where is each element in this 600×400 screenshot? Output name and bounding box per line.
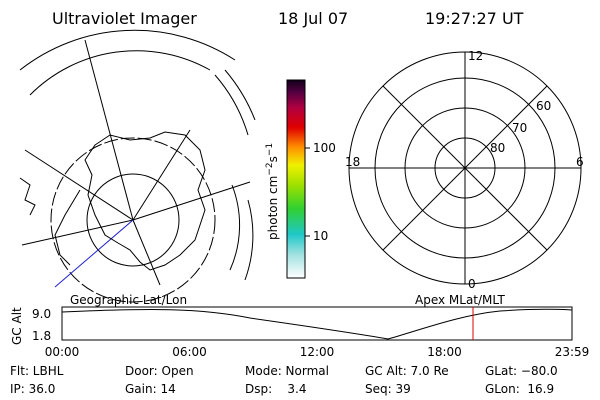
unit: s: [266, 156, 280, 162]
instrument: Ultraviolet Imager: [52, 9, 197, 28]
timeline-title: Geographic Lat/Lon: [70, 293, 187, 307]
status-field: Gain: 14: [125, 382, 176, 396]
lat-label: 60: [536, 99, 551, 113]
status-field: GLat: −80.0: [485, 364, 558, 378]
mlt-label: 18: [345, 155, 360, 169]
timeline-x-tick: 23:59: [555, 345, 590, 359]
mlt-label: 6: [576, 155, 584, 169]
exponent: −2: [265, 162, 275, 175]
colorbar-label: photon cm−2s−1: [265, 143, 280, 240]
timeline-x-tick: 06:00: [172, 345, 207, 359]
status-field: GLon: 16.9: [485, 382, 554, 396]
globe: [19, 29, 256, 303]
timeline-y-tick: 9.0: [32, 307, 51, 321]
status-field: Seq: 39: [365, 382, 411, 396]
colorbar: [286, 79, 306, 279]
status-field: Dsp: 3.4: [245, 382, 307, 396]
status-field: Door: Open: [125, 364, 194, 378]
timeline-y-tick: 1.8: [32, 329, 51, 343]
timeline-x-tick: 00:00: [45, 345, 80, 359]
status: Flt: LBHL Door: Open Mode: Normal GC Alt: 7…: [10, 364, 558, 396]
colorbar-tick-label: 100: [313, 141, 336, 155]
time: 19:27:27 UT: [425, 9, 524, 28]
mlt-label: 12: [468, 49, 483, 63]
timeline-x-tick: 18:00: [427, 345, 462, 359]
unit: photon cm: [266, 176, 280, 240]
date: 18 Jul 07: [278, 9, 348, 28]
altitude-curve: [61, 308, 573, 340]
mlt-label: 0: [468, 277, 476, 291]
exponent: −1: [265, 143, 275, 156]
lat-label: 80: [490, 141, 505, 155]
timeline-y-label: GC Alt: [10, 307, 24, 345]
status-field: Mode: Normal: [245, 364, 329, 378]
lat-label: 70: [512, 121, 527, 135]
colorbar-tick-label: 10: [313, 229, 328, 243]
timeline-x-ticks: 00:00 06:00 12:00 18:00 23:59: [45, 345, 590, 359]
status-field: GC Alt: 7.0 Re: [365, 364, 449, 378]
timeline-x-tick: 12:00: [300, 345, 335, 359]
timeline-title: Apex MLat/MLT: [415, 293, 505, 307]
timeline-frame: [61, 306, 573, 341]
status-field: Flt: LBHL: [10, 364, 64, 378]
polar-grid: [348, 51, 582, 285]
status-field: IP: 36.0: [10, 382, 55, 396]
